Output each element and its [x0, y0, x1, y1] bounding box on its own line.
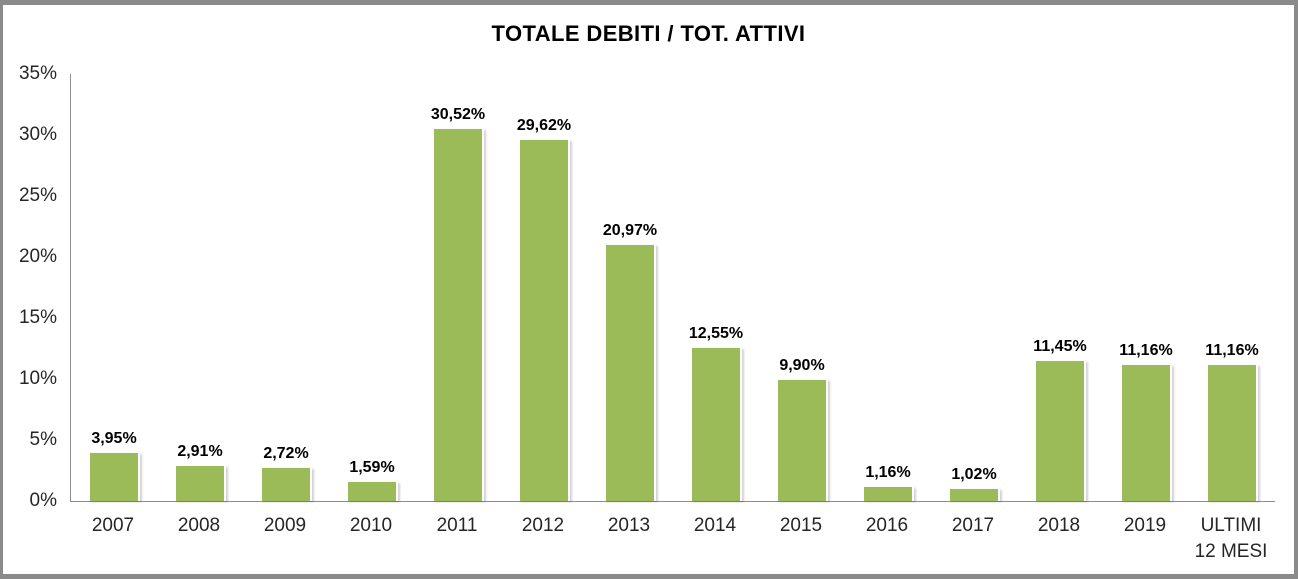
bar-2007 — [88, 452, 140, 501]
bar-value-label-2008: 2,91% — [177, 442, 223, 460]
bar-column-2008: 2,91% — [157, 74, 243, 501]
plot-area: 3,95% 2,91% 2,72% 1,59% 30,52% 29,62% 20,97% 12… — [70, 74, 1275, 502]
bar-value-label-2014: 12,55% — [688, 324, 744, 342]
bar-value-label-2016: 1,16% — [865, 463, 911, 481]
y-tick-0: 0% — [29, 490, 57, 511]
bar-value-label-2017: 1,02% — [951, 465, 997, 483]
x-tick-2007: 2007 — [70, 513, 156, 564]
bar-column-2017: 1,02% — [931, 74, 1017, 501]
bar-2010 — [346, 481, 398, 501]
x-tick-label: 2013 — [607, 515, 651, 536]
x-tick-2016: 2016 — [844, 513, 930, 564]
bar-series: 3,95% 2,91% 2,72% 1,59% 30,52% 29,62% 20,97% 12… — [71, 74, 1275, 501]
bar-column-2014: 12,55% — [673, 74, 759, 501]
bar-value-label-2010: 1,59% — [349, 458, 395, 476]
x-tick-label: 2019 — [1123, 515, 1167, 536]
bar-value-label-2007: 3,95% — [91, 429, 137, 447]
y-tick-10: 10% — [18, 368, 57, 389]
bar-column-2011: 30,52% — [415, 74, 501, 501]
x-tick-2017: 2017 — [930, 513, 1016, 564]
x-tick-label: 2016 — [865, 515, 909, 536]
bar-column-2016: 1,16% — [845, 74, 931, 501]
bar-2013 — [604, 245, 656, 501]
y-axis: 35% 30% 25% 20% 15% 10% 5% 0% — [3, 63, 57, 511]
x-tick-label: 2011 — [436, 515, 478, 536]
bar-column-2010: 1,59% — [329, 74, 415, 501]
x-tick-ultimi-12-mesi: ULTIMI 12 MESI — [1188, 513, 1274, 564]
bar-value-label-2019: 11,16% — [1119, 341, 1173, 359]
bar-column-2009: 2,72% — [243, 74, 329, 501]
x-tick-label: 2010 — [349, 515, 393, 536]
chart-title: TOTALE DEBITI / TOT. ATTIVI — [491, 21, 806, 46]
y-tick-5: 5% — [29, 429, 57, 450]
y-tick-20: 20% — [18, 246, 57, 267]
bar-2011 — [432, 128, 484, 501]
bar-2008 — [174, 465, 226, 501]
bar-column-2012: 29,62% — [501, 74, 587, 501]
x-tick-2009: 2009 — [242, 513, 328, 564]
x-tick-label: ULTIMI 12 MESI — [1194, 515, 1268, 562]
bar-value-label-2011: 30,52% — [430, 105, 486, 123]
bar-value-label-2009: 2,72% — [263, 444, 309, 462]
bar-value-label-ultimi-12-mesi: 11,16% — [1205, 341, 1259, 359]
x-tick-2011: 2011 — [414, 513, 500, 564]
x-tick-2008: 2008 — [156, 513, 242, 564]
bar-column-2007: 3,95% — [71, 74, 157, 501]
x-tick-label: 2009 — [263, 515, 307, 536]
bar-2018 — [1034, 361, 1086, 501]
x-tick-label: 2017 — [951, 515, 995, 536]
y-tick-15: 15% — [18, 307, 57, 328]
y-tick-30: 30% — [18, 124, 57, 145]
x-tick-2019: 2019 — [1102, 513, 1188, 564]
x-tick-label: 2015 — [779, 515, 823, 536]
bar-ultimi-12-mesi — [1206, 364, 1258, 501]
bar-2009 — [260, 467, 312, 501]
x-tick-label: 2014 — [693, 515, 737, 536]
y-tick-25: 25% — [18, 185, 57, 206]
y-tick-35: 35% — [18, 63, 57, 84]
bar-value-label-2018: 11,45% — [1033, 338, 1087, 356]
x-tick-label: 2018 — [1037, 515, 1081, 536]
bar-value-label-2013: 20,97% — [602, 222, 658, 240]
x-tick-label: 2012 — [521, 515, 565, 536]
bar-2016 — [862, 486, 914, 501]
bar-2015 — [776, 380, 828, 501]
bar-column-ultimi-12-mesi: 11,16% — [1189, 74, 1275, 501]
x-axis: 2007 2008 2009 2010 2011 2012 2013 2014 2015 2016… — [70, 513, 1274, 564]
x-tick-2018: 2018 — [1016, 513, 1102, 564]
x-tick-2012: 2012 — [500, 513, 586, 564]
bar-2019 — [1120, 364, 1172, 501]
x-tick-2015: 2015 — [758, 513, 844, 564]
bar-column-2013: 20,97% — [587, 74, 673, 501]
bar-2014 — [690, 347, 742, 501]
bar-column-2015: 9,90% — [759, 74, 845, 501]
bar-column-2018: 11,45% — [1017, 74, 1103, 501]
bar-value-label-2012: 29,62% — [516, 116, 572, 134]
x-tick-label: 2007 — [91, 515, 135, 536]
bar-value-label-2015: 9,90% — [779, 357, 825, 375]
bar-2012 — [518, 139, 570, 501]
x-tick-2014: 2014 — [672, 513, 758, 564]
x-tick-2013: 2013 — [586, 513, 672, 564]
bar-column-2019: 11,16% — [1103, 74, 1189, 501]
bar-2017 — [948, 488, 1000, 501]
x-tick-label: 2008 — [177, 515, 221, 536]
x-tick-2010: 2010 — [328, 513, 414, 564]
